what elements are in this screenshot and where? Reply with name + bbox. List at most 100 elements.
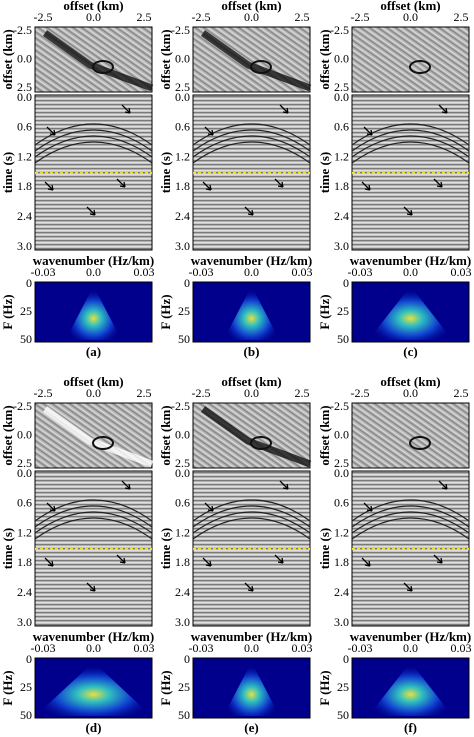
y-tick-label: -2.5 xyxy=(330,23,349,37)
hyperbola xyxy=(192,129,311,152)
event-streak xyxy=(200,406,312,468)
x-axis-label: wavenumber (Hz/km) xyxy=(33,629,154,644)
y-axis-label: time (s) xyxy=(0,152,15,194)
x-tick-label: -0.03 xyxy=(31,641,56,655)
y-tick-label: 0.0 xyxy=(334,466,349,480)
arrow xyxy=(361,557,371,567)
arrow xyxy=(403,582,413,592)
event-blob xyxy=(92,60,114,74)
x-tick-label: 0.03 xyxy=(292,641,313,655)
event-blob xyxy=(250,436,272,450)
y-tick-label: 2.4 xyxy=(17,585,32,599)
panel-caption: (e) xyxy=(244,720,258,735)
y-tick-label: 1.8 xyxy=(334,555,349,569)
y-tick-label: 1.2 xyxy=(175,149,190,163)
y-tick-label: 3.0 xyxy=(17,615,32,629)
x-tick-label: 0.0 xyxy=(244,386,259,400)
x-tick-label: 2.5 xyxy=(137,386,152,400)
y-tick-label: 25 xyxy=(20,304,32,318)
arrow xyxy=(244,206,254,216)
hyperbola xyxy=(351,517,470,540)
hyperbola xyxy=(34,517,153,540)
y-tick-label: 0.6 xyxy=(17,496,32,510)
event-blob xyxy=(409,436,431,450)
x-axis-label: wavenumber (Hz/km) xyxy=(191,629,312,644)
hyperbola xyxy=(192,135,311,158)
y-tick-label: 0 xyxy=(26,276,32,290)
y-tick-label: 3.0 xyxy=(334,615,349,629)
y-axis-label: F (Hz) xyxy=(158,294,173,329)
hyperbola xyxy=(192,123,311,146)
x-tick-label: -2.5 xyxy=(351,386,370,400)
y-tick-label: 2.5 xyxy=(334,80,349,94)
fk-energy xyxy=(368,662,453,716)
x-tick-label: 0.03 xyxy=(451,641,472,655)
x-tick-label: 0.0 xyxy=(244,265,259,279)
x-axis-label: offset (km) xyxy=(221,0,281,13)
hyperbola xyxy=(351,135,470,158)
arrow xyxy=(46,502,56,512)
arrow xyxy=(244,582,254,592)
y-tick-label: 1.2 xyxy=(175,525,190,539)
hyperbola xyxy=(34,123,153,146)
y-tick-label: 0.6 xyxy=(334,120,349,134)
y-axis-label: offset (km) xyxy=(158,29,173,89)
x-tick-label: -2.5 xyxy=(34,386,53,400)
x-tick-label: 2.5 xyxy=(295,10,310,24)
y-tick-label: 0 xyxy=(343,652,349,666)
y-axis-label: F (Hz) xyxy=(317,294,332,329)
y-tick-label: 1.2 xyxy=(334,149,349,163)
event-streak xyxy=(200,30,312,92)
y-tick-label: 50 xyxy=(20,708,32,722)
arrow xyxy=(44,181,54,191)
x-tick-label: 0.0 xyxy=(403,386,418,400)
x-tick-label: -0.03 xyxy=(31,265,56,279)
y-tick-label: 3.0 xyxy=(17,239,32,253)
x-tick-label: -2.5 xyxy=(351,10,370,24)
x-axis-label: offset (km) xyxy=(221,374,281,389)
x-tick-label: 2.5 xyxy=(454,386,469,400)
arrow xyxy=(202,181,212,191)
y-tick-label: 25 xyxy=(178,304,190,318)
arrow xyxy=(403,206,413,216)
arrow xyxy=(86,206,96,216)
y-tick-label: 0.0 xyxy=(17,90,32,104)
y-tick-label: 0.0 xyxy=(334,90,349,104)
y-tick-label: 1.8 xyxy=(175,555,190,569)
arrow xyxy=(274,178,284,188)
x-tick-label: 0.0 xyxy=(403,265,418,279)
x-tick-label: 0.03 xyxy=(292,265,313,279)
y-axis-label: time (s) xyxy=(317,528,332,570)
y-tick-label: 50 xyxy=(337,708,349,722)
y-axis-label: F (Hz) xyxy=(0,670,15,705)
x-tick-label: -0.03 xyxy=(189,641,214,655)
y-axis-label: offset (km) xyxy=(0,29,15,89)
event-streak xyxy=(42,30,154,92)
y-tick-label: 0.0 xyxy=(17,51,32,65)
arrow xyxy=(279,480,289,490)
arrow xyxy=(202,557,212,567)
y-tick-label: 3.0 xyxy=(175,615,190,629)
y-tick-label: 1.2 xyxy=(17,149,32,163)
y-tick-label: 50 xyxy=(337,332,349,346)
x-tick-label: -2.5 xyxy=(192,386,211,400)
y-tick-label: 3.0 xyxy=(334,239,349,253)
arrow xyxy=(204,502,214,512)
hyperbola xyxy=(351,505,470,528)
hyperbola xyxy=(351,141,470,164)
arrow xyxy=(204,126,214,136)
fk-energy xyxy=(65,286,122,340)
panel-caption: (a) xyxy=(86,344,101,359)
y-tick-label: 0.0 xyxy=(175,427,190,441)
hyperbola xyxy=(351,129,470,152)
arrow xyxy=(279,104,289,114)
x-tick-label: 0.0 xyxy=(403,641,418,655)
arrow xyxy=(121,104,131,114)
y-tick-label: 2.4 xyxy=(175,209,190,223)
y-axis-label: offset (km) xyxy=(317,405,332,465)
y-tick-label: 2.4 xyxy=(17,209,32,223)
hyperbola xyxy=(192,141,311,164)
